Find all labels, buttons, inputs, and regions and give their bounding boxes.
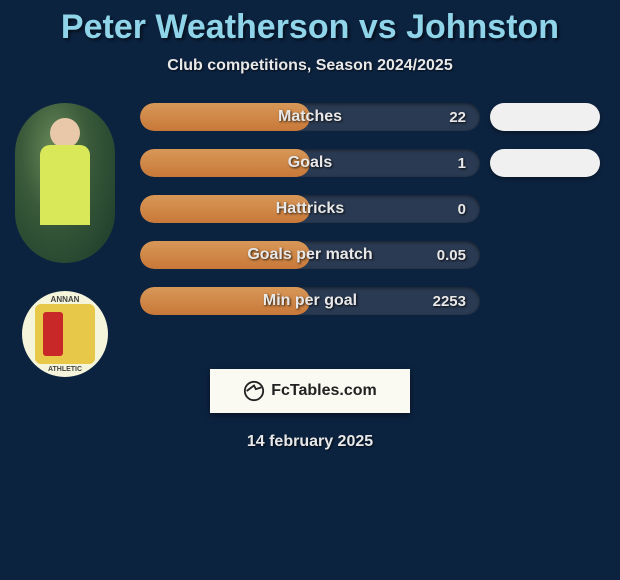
stat-bars: Matches22 Goals1 Hattricks0 Goals per match… <box>140 103 610 315</box>
opponent-pill <box>490 103 600 131</box>
stat-row: Hattricks0 <box>140 195 610 223</box>
left-column: ANNAN ATHLETIC <box>10 103 120 377</box>
stat-bar-fill <box>140 195 310 223</box>
pill-spacer <box>490 195 600 223</box>
stat-bar-value: 22 <box>449 103 466 131</box>
branding-box: FcTables.com <box>210 369 410 413</box>
brand-logo-icon <box>243 380 265 402</box>
page-subtitle: Club competitions, Season 2024/2025 <box>0 57 620 75</box>
page-title: Peter Weatherson vs Johnston <box>0 0 620 47</box>
stat-row: Min per goal2253 <box>140 287 610 315</box>
player-photo <box>15 103 115 263</box>
stat-bar-fill <box>140 149 310 177</box>
stat-bar-value: 1 <box>458 149 466 177</box>
stat-bar-value: 2253 <box>433 287 466 315</box>
stat-bar-track: Goals1 <box>140 149 480 177</box>
stat-bar-fill <box>140 287 310 315</box>
stat-bar-value: 0.05 <box>437 241 466 269</box>
stat-bar-track: Matches22 <box>140 103 480 131</box>
stat-bar-fill <box>140 103 310 131</box>
club-badge-bottom-text: ATHLETIC <box>22 366 108 373</box>
opponent-pill <box>490 149 600 177</box>
stat-row: Goals1 <box>140 149 610 177</box>
stat-bar-fill <box>140 241 310 269</box>
stat-bar-track: Hattricks0 <box>140 195 480 223</box>
club-badge-shield <box>35 304 95 364</box>
pill-spacer <box>490 287 600 315</box>
page-date: 14 february 2025 <box>0 433 620 451</box>
club-badge-top-text: ANNAN <box>22 295 108 304</box>
stat-bar-value: 0 <box>458 195 466 223</box>
club-badge: ANNAN ATHLETIC <box>22 291 108 377</box>
stat-row: Goals per match0.05 <box>140 241 610 269</box>
main-area: ANNAN ATHLETIC Matches22Goals1Hattricks0… <box>0 103 620 315</box>
brand-text: FcTables.com <box>271 382 377 400</box>
pill-spacer <box>490 241 600 269</box>
stat-bar-track: Min per goal2253 <box>140 287 480 315</box>
stat-row: Matches22 <box>140 103 610 131</box>
stat-bar-track: Goals per match0.05 <box>140 241 480 269</box>
